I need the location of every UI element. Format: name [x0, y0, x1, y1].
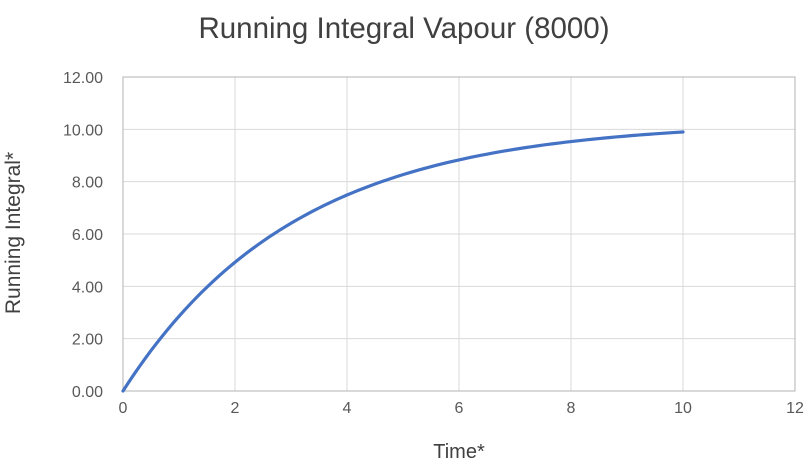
svg-text:4.00: 4.00: [72, 279, 103, 296]
svg-text:0: 0: [119, 400, 128, 417]
svg-text:8: 8: [567, 400, 576, 417]
svg-text:2: 2: [231, 400, 240, 417]
svg-text:12: 12: [786, 400, 804, 417]
svg-text:10.00: 10.00: [63, 122, 103, 139]
svg-text:0.00: 0.00: [72, 384, 103, 401]
svg-text:8.00: 8.00: [72, 175, 103, 192]
svg-text:6.00: 6.00: [72, 227, 103, 244]
svg-text:12.00: 12.00: [63, 70, 103, 87]
svg-text:6: 6: [455, 400, 464, 417]
svg-text:2.00: 2.00: [72, 332, 103, 349]
svg-text:10: 10: [674, 400, 692, 417]
svg-text:4: 4: [343, 400, 352, 417]
